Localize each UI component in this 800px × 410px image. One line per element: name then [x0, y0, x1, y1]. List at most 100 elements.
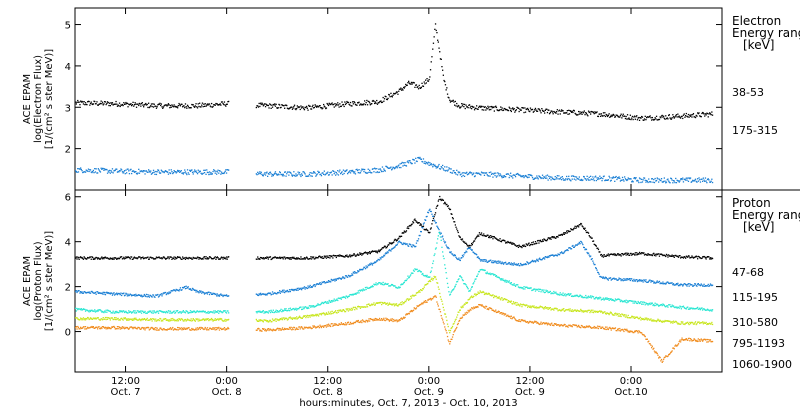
electron-point	[335, 174, 337, 176]
electron-point	[162, 107, 164, 109]
proton-point	[480, 232, 483, 234]
proton-point	[471, 244, 473, 246]
electron-point	[75, 171, 77, 173]
electron-point	[710, 180, 712, 182]
electron-point	[373, 171, 375, 173]
proton-point	[359, 253, 362, 255]
electron-point	[592, 178, 595, 180]
proton-point	[634, 254, 636, 256]
electron-point	[548, 177, 551, 179]
electron-point	[534, 177, 537, 179]
proton-point	[370, 304, 372, 306]
proton-point	[456, 316, 458, 318]
proton-point	[432, 215, 435, 217]
proton-point	[584, 296, 586, 299]
electron-point	[473, 172, 475, 174]
electron-point	[121, 169, 123, 171]
proton-point	[291, 317, 293, 319]
proton-point	[655, 253, 658, 255]
proton-point	[612, 254, 614, 256]
electron-point	[199, 170, 201, 172]
proton-point	[276, 293, 278, 295]
electron-point	[658, 181, 660, 183]
electron-point	[291, 106, 293, 108]
electron-point	[558, 175, 560, 177]
proton-point	[315, 284, 317, 286]
electron-point	[430, 163, 432, 165]
proton-point	[101, 258, 104, 260]
proton-point	[486, 234, 488, 236]
proton-point	[398, 235, 401, 237]
proton-point	[108, 292, 110, 295]
proton-point	[479, 269, 481, 271]
proton-point	[609, 253, 612, 255]
proton-point	[600, 276, 602, 278]
proton-point	[427, 229, 429, 232]
proton-point	[114, 310, 116, 313]
proton-point	[92, 310, 94, 312]
electron-point	[600, 177, 602, 180]
proton-point	[186, 311, 189, 313]
proton-point	[503, 262, 505, 264]
electron-point	[459, 171, 461, 173]
proton-point	[279, 290, 281, 292]
electron-point	[597, 115, 599, 117]
proton-point	[315, 305, 317, 307]
proton-point	[334, 255, 336, 257]
electron-point	[97, 172, 99, 174]
proton-point	[152, 318, 154, 320]
electron-point	[365, 172, 367, 174]
proton-point	[322, 302, 324, 304]
proton-point	[80, 292, 82, 294]
proton-point	[568, 247, 570, 249]
electron-point	[588, 176, 590, 178]
electron-point	[495, 105, 497, 107]
proton-point	[451, 325, 454, 328]
proton-point	[97, 258, 99, 260]
electron-point	[684, 178, 686, 180]
electron-point	[415, 160, 418, 162]
proton-point	[213, 257, 215, 259]
proton-point	[162, 311, 165, 314]
proton-point	[495, 262, 498, 264]
proton-point	[285, 308, 287, 310]
proton-point	[272, 293, 274, 295]
proton-point	[399, 286, 401, 288]
proton-point	[301, 308, 303, 311]
electron-point	[620, 113, 622, 115]
electron-point	[661, 181, 663, 183]
electron-point	[442, 164, 444, 167]
proton-point	[481, 268, 483, 271]
electron-point	[526, 176, 528, 178]
proton-point	[226, 295, 228, 297]
electron-point	[442, 168, 444, 170]
proton-point	[510, 241, 512, 243]
electron-point	[220, 171, 223, 173]
electron-point	[183, 105, 185, 107]
electron-point	[506, 173, 508, 175]
electron-point	[620, 179, 622, 181]
electron-point	[337, 102, 339, 104]
electron-point	[520, 176, 522, 178]
proton-point	[430, 278, 432, 280]
electron-point	[524, 107, 526, 109]
proton-point	[424, 284, 426, 286]
proton-point	[179, 311, 181, 313]
proton-point	[689, 307, 691, 309]
proton-point	[541, 258, 544, 260]
proton-point	[536, 240, 539, 242]
electron-point	[113, 170, 115, 172]
proton-point	[378, 259, 381, 261]
proton-point	[524, 304, 526, 306]
proton-point	[598, 298, 600, 300]
proton-point	[84, 319, 87, 321]
electron-point	[296, 175, 298, 177]
proton-point	[451, 253, 454, 255]
electron-point	[175, 172, 177, 174]
proton-point	[517, 284, 519, 286]
electron-point	[124, 173, 126, 175]
proton-point	[126, 257, 128, 259]
proton-point	[456, 230, 459, 232]
electron-point	[214, 104, 216, 106]
proton-point	[376, 260, 378, 262]
